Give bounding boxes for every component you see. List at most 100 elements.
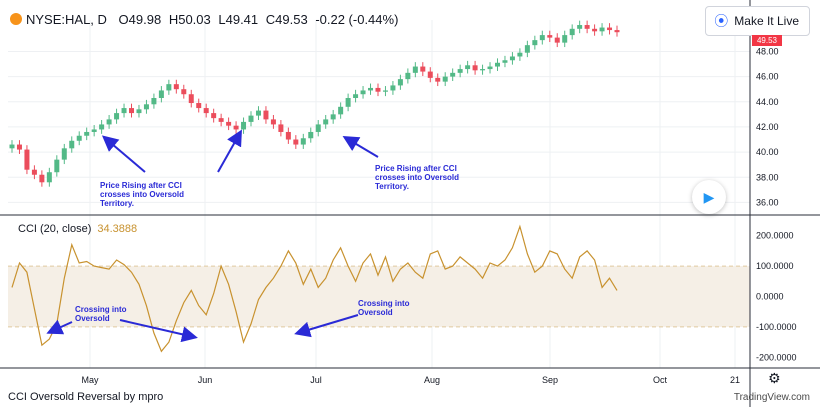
candle-body [46,172,52,183]
candle-body [375,87,381,92]
candle-body [308,131,314,139]
annotation-cci-2: Crossing into Oversold [358,299,410,317]
arrow-cci-1 [46,319,73,335]
arrow-cci-2 [119,319,198,343]
candle-body [9,144,15,149]
time-tick-label: Aug [424,375,440,385]
candle-body [390,85,396,91]
settings-gear-icon[interactable]: ⚙ [768,370,781,386]
annotation-cci-1: Crossing into Oversold [75,305,127,323]
time-tick-label: Oct [653,375,668,385]
make-it-live-button[interactable]: ⦿ Make It Live [705,6,810,36]
candle-body [599,27,605,32]
candle-body [450,72,456,77]
candle-body [368,87,374,91]
candle-body [188,94,194,104]
candle-body [181,89,187,95]
price-tick-label: 36.00 [756,197,779,207]
candle-body [345,98,351,107]
candle-body [412,66,418,73]
candle-body [539,35,545,41]
cci-band-fill [8,266,750,327]
candle-body [278,124,284,132]
candle-body [480,69,486,71]
candle-body [151,98,157,105]
cci-tick-label: -100.0000 [756,322,797,332]
candle-body [158,90,164,98]
arrow-price-3 [342,135,379,158]
candle-body [584,25,590,29]
broadcast-icon: ⦿ [714,13,729,29]
cci-label: CCI (20, close) [18,223,92,235]
candle-body [592,28,598,32]
time-tick-label: Jun [198,375,213,385]
candle-body [76,135,82,141]
arrow-price-1 [101,135,146,173]
candle-body [84,131,90,136]
candle-body [509,56,515,61]
price-tick-label: 46.00 [756,72,779,82]
candle-body [465,65,471,70]
cci-value: 34.3888 [97,223,138,235]
candle-body [547,35,553,38]
candle-body [502,60,508,63]
candle-body [420,66,426,72]
candle-body [270,119,276,125]
close-value: C49.53 [265,12,308,27]
candle-body [442,76,448,82]
candle-body [457,69,463,73]
candle-body [397,79,403,86]
candle-body [61,148,67,160]
high-value: H50.03 [168,12,211,27]
candle-body [16,144,22,150]
time-tick-label: Sep [542,375,558,385]
candle-body [173,84,179,90]
candle-body [248,115,254,122]
last-price-tag: 49.53 [752,35,782,46]
candle-body [255,110,261,116]
cci-band [8,265,750,328]
price-candles [9,20,620,187]
candle-body [24,149,30,170]
candle-body [494,62,500,67]
candle-body [577,25,583,29]
cci-series-line [11,224,618,353]
candle-body [554,37,560,43]
candle-body [121,108,127,114]
symbol-label: NYSE:HAL, D [26,12,107,27]
candle-body [106,119,112,125]
play-button[interactable]: ▶ [692,180,726,214]
price-tick-label: 48.00 [756,46,779,56]
price-tick-label: 42.00 [756,122,779,132]
candle-body [91,129,97,132]
cci-line [11,224,618,353]
candle-body [196,103,202,109]
price-tick-label: 44.00 [756,97,779,107]
candle-body [360,90,366,95]
candle-body [114,113,120,120]
make-it-live-label: Make It Live [734,14,799,28]
candle-body [487,66,493,70]
candle-body [330,114,336,120]
candle-body [203,108,209,114]
open-value: O49.98 [118,12,162,27]
halliburton-logo-icon [10,13,22,25]
annotation-arrows [46,129,379,343]
footer-title: CCI Oversold Reversal by mpro [8,391,164,403]
candle-body [517,52,523,57]
candle-body [569,28,575,36]
candle-body [211,113,217,119]
candle-body [427,71,433,78]
candle-body [69,140,75,149]
candle-body [285,131,291,140]
candle-body [315,124,321,132]
candle-body [129,108,135,114]
price-tick-label: 40.00 [756,147,779,157]
candle-body [607,27,613,31]
cci-tick-label: 0.0000 [756,292,784,302]
candle-body [524,45,530,53]
change-value: -0.22 (-0.44%) [315,12,399,27]
